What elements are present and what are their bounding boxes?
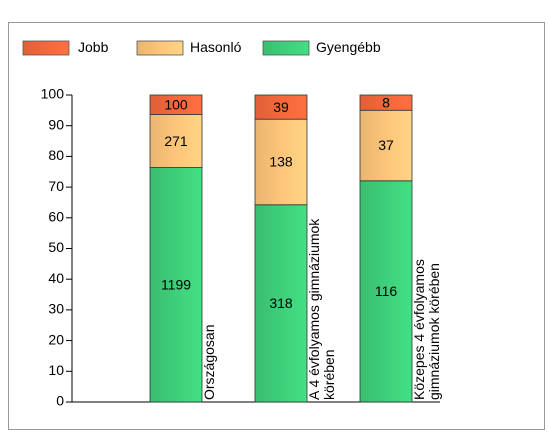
y-tick-label: 70 — [48, 178, 64, 194]
y-tick-label: 90 — [48, 116, 64, 132]
data-label: 37 — [378, 137, 394, 153]
bar-segment — [149, 114, 203, 168]
y-tick-label: 40 — [48, 270, 64, 286]
data-label: 116 — [375, 283, 398, 299]
legend-swatch — [262, 40, 310, 56]
y-tick-label: 0 — [56, 393, 64, 409]
bar-segment — [359, 180, 413, 403]
bar-segment — [254, 118, 308, 206]
y-tick-label: 50 — [48, 239, 64, 255]
bar-segment — [149, 167, 203, 403]
data-label: 271 — [164, 133, 188, 149]
data-label: 8 — [382, 94, 390, 110]
legend-swatch — [136, 40, 184, 56]
bar-segment — [149, 94, 203, 115]
legend-label: Hasonló — [190, 39, 242, 55]
data-label: 39 — [273, 99, 289, 115]
data-label: 1199 — [161, 276, 191, 292]
y-tick-label: 100 — [41, 86, 65, 102]
bar-segment — [359, 109, 413, 182]
data-label: 100 — [164, 96, 188, 112]
x-tick-label: A 4 évfolyamos gimnáziumokkörében — [306, 218, 337, 400]
data-label: 318 — [269, 295, 293, 311]
y-tick-label: 60 — [48, 209, 64, 225]
y-tick-label: 30 — [48, 301, 64, 317]
x-tick-label: Közepes 4 évfolyamosgimnáziumok körében — [411, 259, 442, 400]
y-tick-label: 10 — [48, 362, 64, 378]
data-label: 138 — [269, 154, 293, 170]
bar-segment — [359, 94, 413, 111]
bar-segment — [254, 94, 308, 120]
x-tick-label: Országosan — [201, 325, 217, 400]
y-tick-label: 20 — [48, 331, 64, 347]
y-tick-label: 80 — [48, 147, 64, 163]
bar-segment — [254, 204, 308, 403]
legend-swatch — [22, 40, 70, 56]
legend-label: Jobb — [78, 39, 109, 55]
legend-label: Gyengébb — [316, 39, 381, 55]
